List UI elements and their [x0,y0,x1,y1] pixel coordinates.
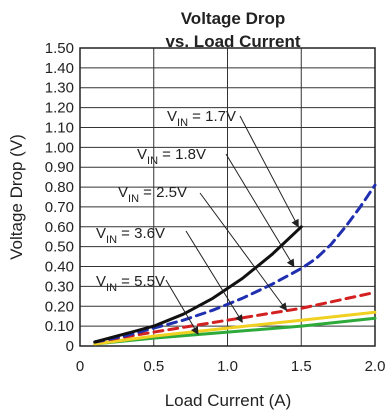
chart-subtitle: vs. Load Current [165,32,300,51]
leader-arrow [185,230,243,324]
series-label-v: V [167,108,177,125]
y-tick-label: 0.20 [45,298,74,315]
x-axis-label: Load Current (A) [165,391,292,410]
series-label-v: V [96,225,106,242]
series-label-value: = 3.6V [117,225,165,242]
leader-arrow [225,153,295,268]
y-tick-label: 1.50 [45,40,74,57]
series-line [93,183,377,344]
series-lines [93,183,377,346]
series-label-v: V [118,184,128,201]
y-tick-label: 0.50 [45,239,74,256]
series-label-value: = 1.7V [188,108,236,125]
leader-arrow [239,115,299,228]
y-axis-label: Voltage Drop (V) [7,134,26,260]
series-line [93,310,377,346]
x-tick-label: 1.0 [217,358,238,375]
x-tick-labels: 0 0.5 1.0 1.5 2.0 [76,358,385,375]
series-label: VIN = 2.5V [118,184,187,205]
leader-arrow [165,279,199,335]
series-line [93,290,377,344]
x-tick-label: 0 [76,358,84,375]
y-tick-label: 0.70 [45,199,74,216]
series-label: VIN = 1.8V [137,146,206,167]
series-label-sub: IN [147,155,158,167]
y-tick-label: 0.30 [45,278,74,295]
y-tick-label: 0.90 [45,159,74,176]
series-label-value: = 1.8V [158,146,206,163]
series-label-sub: IN [106,234,117,246]
y-tick-label: 0.10 [45,318,74,335]
x-tick-label: 2.0 [365,358,385,375]
y-tick-label: 1.10 [45,119,74,136]
y-tick-label: 0.40 [45,259,74,276]
series-label-v: V [96,273,106,290]
series-label-value: = 2.5V [139,184,187,201]
series-label-sub: IN [128,193,139,205]
plot-frame [79,47,376,347]
y-tick-label: 0.60 [45,219,74,236]
series-label: VIN = 5.5V [96,273,165,294]
series-label-sub: IN [106,282,117,294]
leader-arrow [199,192,288,312]
y-tick-labels: 0 0.10 0.20 0.30 0.40 0.50 0.60 0.70 0.80 0.90 1.0… [45,40,74,355]
chart-title: Voltage Drop [181,9,286,28]
series-label: VIN = 1.7V [167,108,236,129]
series-label-value: = 5.5V [117,273,165,290]
y-tick-label: 1.40 [45,60,74,77]
series-label-v: V [137,146,147,163]
series-line [93,225,303,344]
y-tick-label: 1.00 [45,139,74,156]
y-tick-label: 0 [66,338,74,355]
grid [79,47,376,347]
y-tick-label: 1.30 [45,80,74,97]
x-tick-label: 0.5 [143,358,164,375]
y-tick-label: 0.80 [45,179,74,196]
series-label-sub: IN [177,117,188,129]
y-tick-label: 1.20 [45,100,74,117]
series-label: VIN = 3.6V [96,225,165,246]
x-tick-label: 1.5 [291,358,312,375]
